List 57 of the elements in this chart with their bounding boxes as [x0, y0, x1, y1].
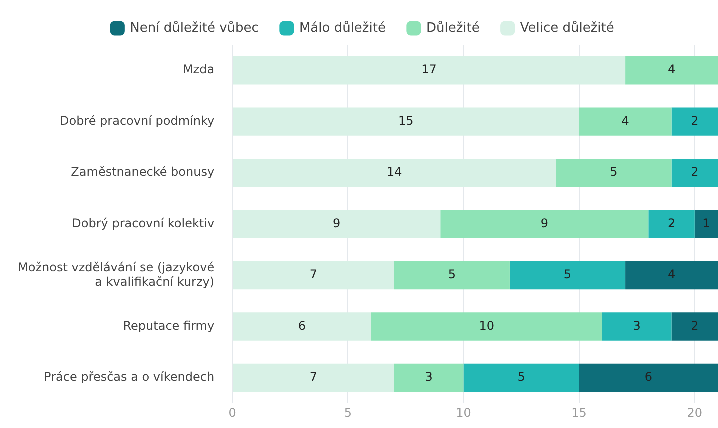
data-label: 2: [691, 318, 699, 333]
data-label: 5: [564, 268, 572, 282]
data-label: 2: [668, 216, 676, 230]
bar: [371, 312, 602, 341]
data-label: 9: [333, 216, 341, 230]
data-label: 2: [691, 114, 699, 128]
x-tick-label: 0: [228, 406, 236, 420]
data-label: 7: [310, 370, 318, 384]
bar: [394, 364, 464, 392]
data-label: 6: [644, 370, 652, 384]
data-label: 4: [668, 268, 676, 282]
data-label: 3: [633, 318, 641, 333]
data-label: 3: [425, 370, 433, 384]
data-label: 9: [540, 216, 548, 230]
data-label: 7: [310, 268, 318, 282]
data-label: 1: [702, 216, 710, 230]
x-tick-label: 10: [456, 406, 472, 420]
data-label: 5: [610, 165, 618, 180]
data-label: 5: [448, 268, 456, 282]
legend-label: Není důležité vůbec: [130, 20, 259, 36]
bar: [694, 210, 718, 238]
data-label: 5: [518, 370, 526, 384]
bar: [672, 108, 718, 136]
legend-label: Důležité: [426, 20, 480, 36]
bar: [602, 312, 672, 341]
data-label: 6: [298, 318, 306, 333]
bar: [672, 312, 718, 341]
y-tick-label: Práce přesčas a o víkendech: [44, 370, 215, 384]
bar: [579, 364, 718, 392]
y-tick-label: Dobré pracovní podmínky: [60, 114, 215, 128]
data-label: 14: [386, 165, 402, 180]
data-label: 15: [398, 114, 414, 128]
legend-label: Velice důležité: [520, 20, 614, 36]
legend-label: Málo důležité: [299, 20, 386, 36]
bar: [510, 261, 626, 290]
bar: [648, 210, 695, 238]
data-label: 4: [668, 62, 676, 77]
bar: [626, 261, 718, 290]
data-label: 4: [622, 114, 630, 128]
x-tick-label: 20: [687, 406, 703, 420]
bar: [394, 261, 510, 290]
y-tick-label: Možnost vzdělávání se (jazykové a kvalifikační kurzy): [18, 260, 215, 289]
y-tick-label: Dobrý pracovní kolektiv: [72, 216, 215, 230]
bar: [556, 158, 672, 188]
bar: [464, 364, 580, 392]
y-tick-label: Zaměstnanecké bonusy: [71, 165, 215, 180]
data-label: 10: [479, 318, 494, 333]
y-tick-label: Mzda: [182, 62, 215, 77]
bar: [440, 210, 649, 238]
data-label: 2: [691, 165, 699, 180]
bar: [672, 158, 718, 188]
bar: [626, 56, 718, 85]
x-tick-label: 15: [572, 406, 587, 420]
bar: [579, 108, 672, 136]
x-tick-label: 5: [344, 406, 352, 420]
data-label: 17: [422, 62, 437, 77]
y-tick-label: Reputace firmy: [123, 318, 215, 333]
